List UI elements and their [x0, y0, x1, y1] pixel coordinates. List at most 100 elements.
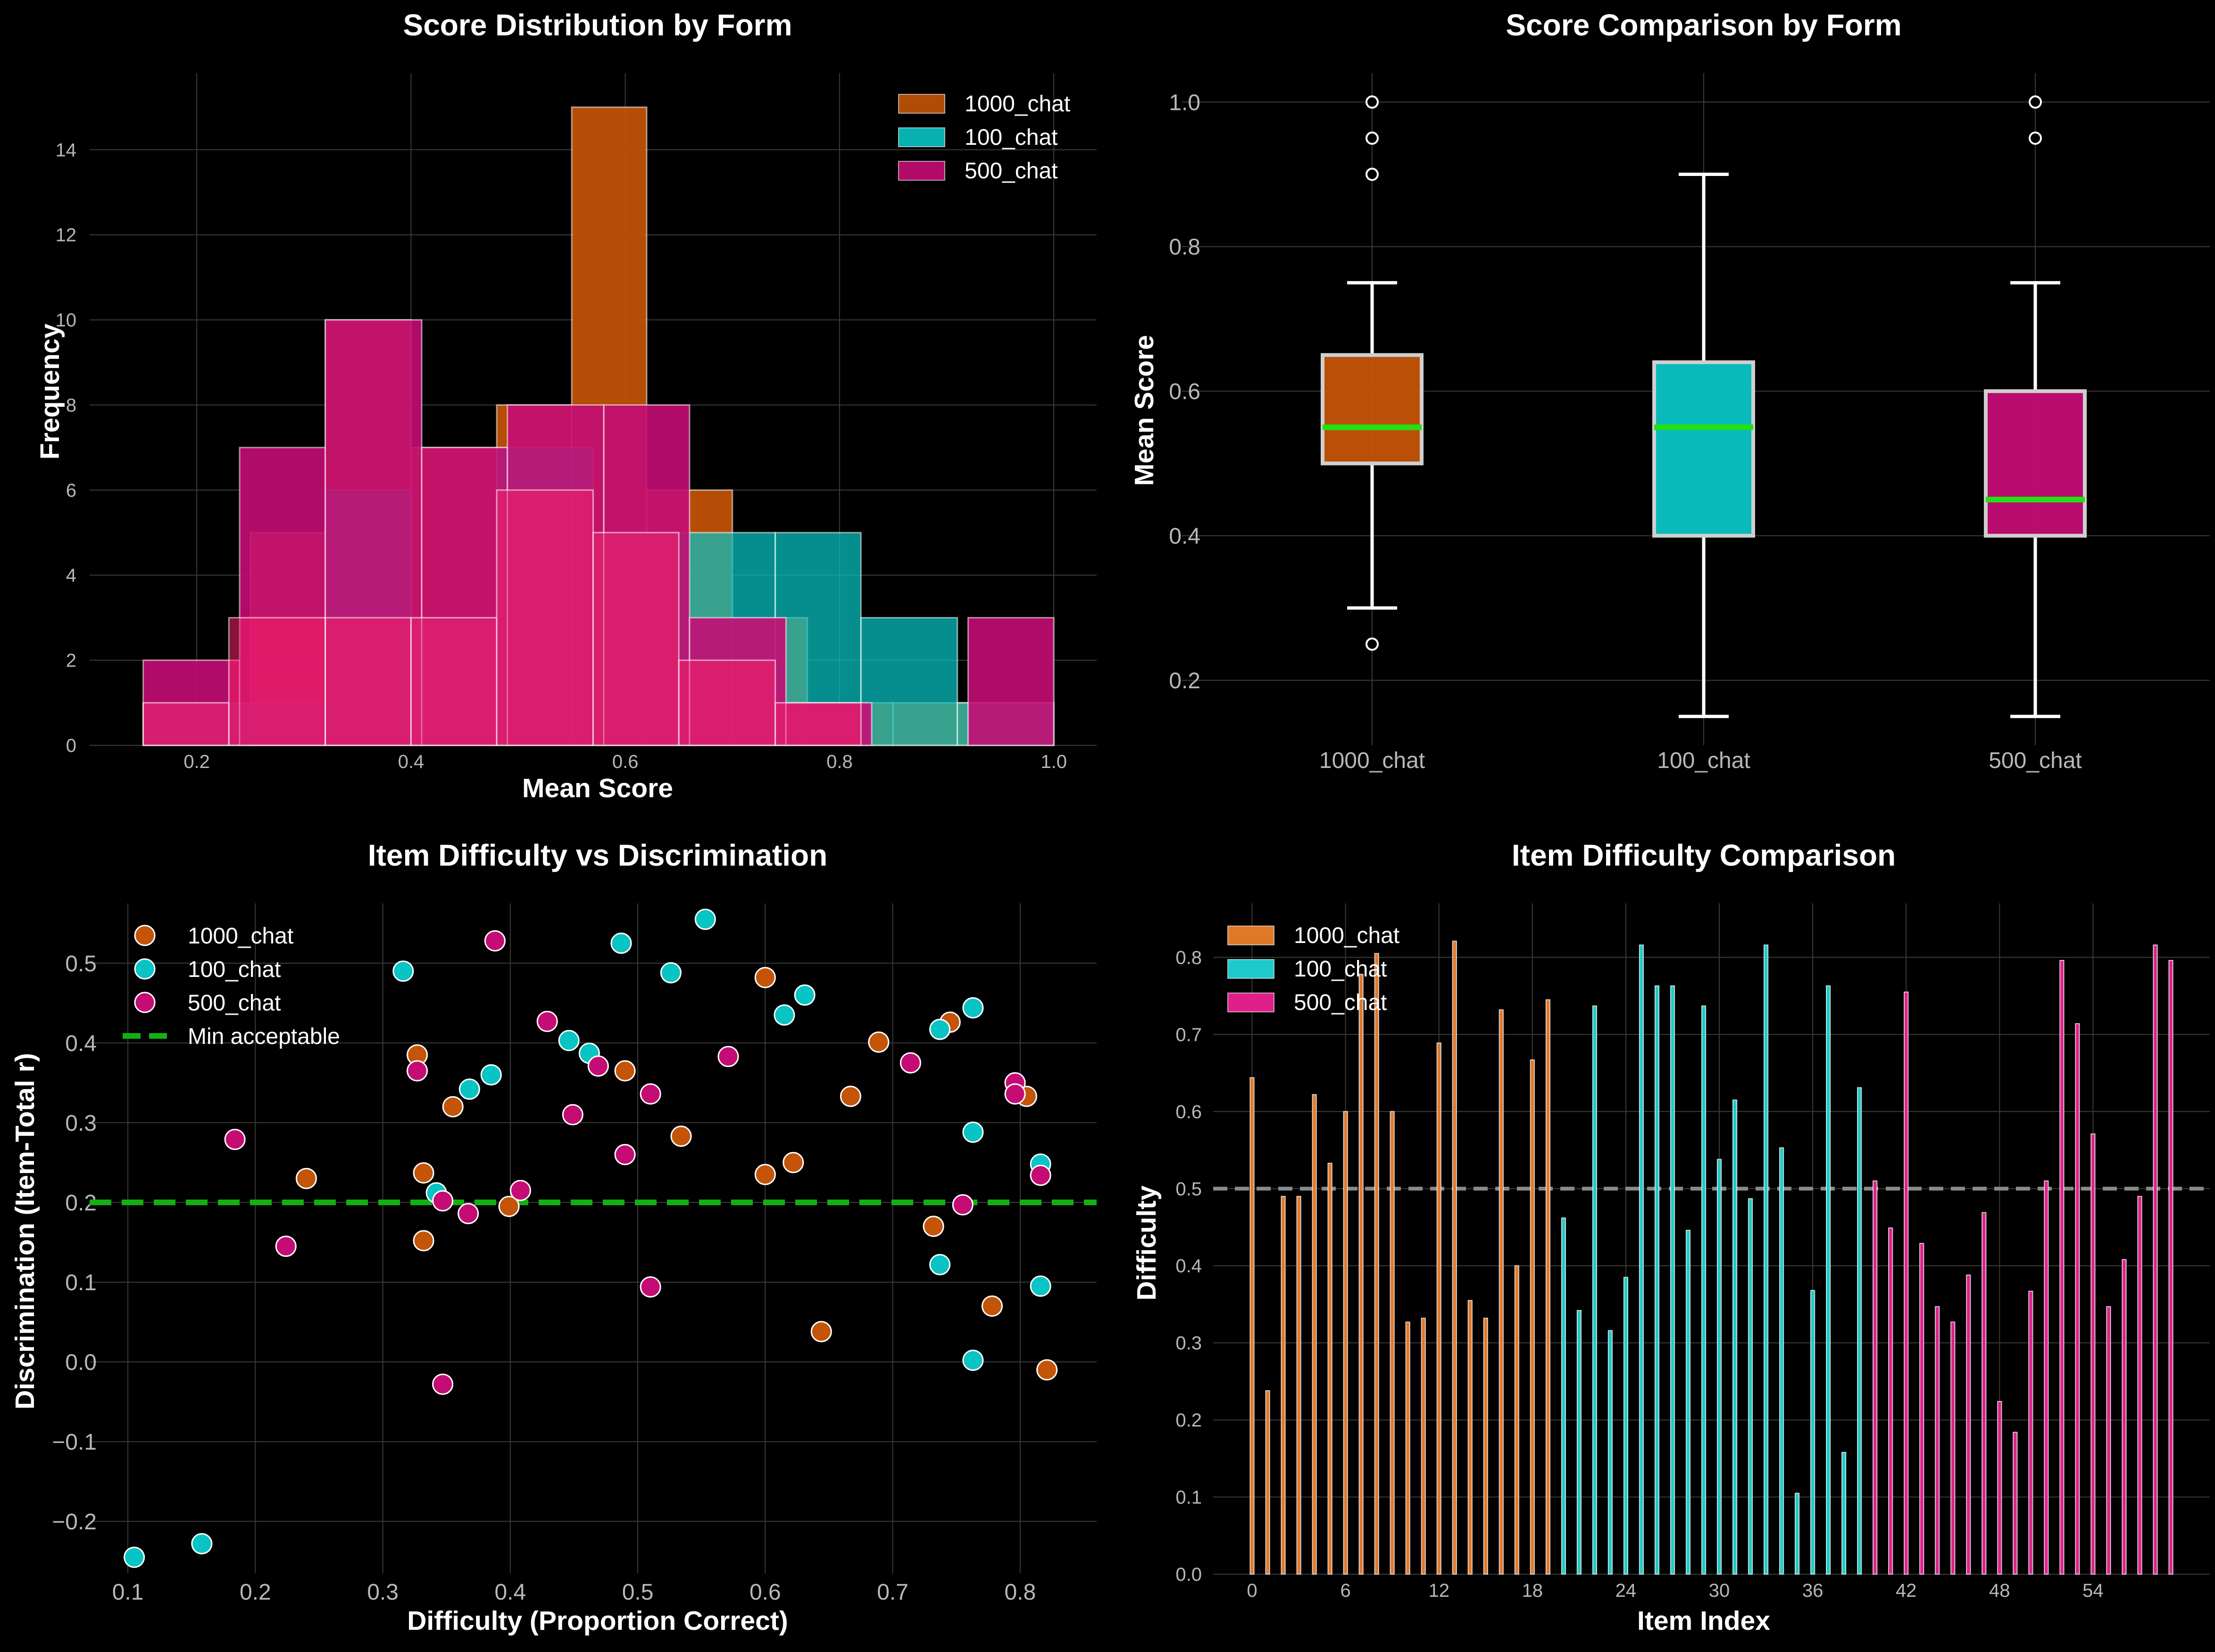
legend-label: 100_chat: [1294, 957, 1387, 982]
scatter-point: [929, 1018, 951, 1040]
scatter-point: [794, 984, 816, 1006]
y-tick-label: 0.1: [65, 1270, 97, 1295]
panel3-xlabel: Difficulty (Proportion Correct): [407, 1606, 788, 1636]
y-tick-label: 4: [66, 565, 76, 586]
legend-marker: [134, 958, 156, 980]
panel1-xlabel: Mean Score: [522, 773, 673, 803]
difficulty-bar: [1670, 985, 1675, 1575]
panel3-title: Item Difficulty vs Discrimination: [368, 838, 827, 872]
y-tick-label: 0.5: [1175, 1179, 1202, 1200]
legend-swatch: [898, 161, 945, 181]
panel3-ylabel: Discrimination (Item-Total r): [10, 1053, 40, 1410]
y-tick-label: −0.1: [52, 1430, 97, 1455]
scatter-point: [432, 1190, 454, 1212]
x-tick-label: 36: [1802, 1580, 1824, 1601]
x-tick-label: 0.4: [494, 1580, 526, 1605]
legend-label: Min acceptable: [188, 1024, 340, 1049]
legend-marker: [134, 992, 156, 1013]
difficulty-bar: [1421, 1318, 1426, 1575]
difficulty-bar: [2137, 1196, 2142, 1575]
difficulty-bar: [1794, 1493, 1800, 1575]
difficulty-bar: [1732, 1099, 1738, 1575]
difficulty-bar: [1358, 974, 1364, 1575]
difficulty-bar: [1374, 953, 1379, 1575]
y-tick-label: 10: [56, 310, 77, 331]
scatter-point: [640, 1276, 661, 1298]
difficulty-bar: [2090, 1133, 2096, 1575]
legend-label: 500_chat: [965, 159, 1058, 184]
difficulty-bar: [1436, 1042, 1441, 1575]
legend-swatch: [898, 127, 945, 147]
box: [1321, 353, 1424, 466]
outlier-point: [1366, 637, 1379, 651]
x-tick-label: 1.0: [1041, 751, 1067, 772]
scatter-point: [1004, 1083, 1026, 1105]
difficulty-bar: [2059, 959, 2065, 1575]
difficulty-bar: [1701, 1005, 1707, 1575]
histogram-bar: [496, 489, 594, 746]
difficulty-bar: [1390, 1111, 1395, 1575]
legend-label: 1000_chat: [188, 924, 293, 949]
scatter-point: [899, 1052, 921, 1074]
scatter-point: [558, 1030, 580, 1051]
legend-label: 1000_chat: [1294, 923, 1399, 948]
scatter-point: [562, 1104, 583, 1126]
histogram-bar: [592, 532, 680, 746]
y-tick-label: 0.4: [65, 1031, 97, 1056]
y-tick-label: 0.6: [1169, 379, 1200, 404]
x-tick-label: 0.1: [112, 1580, 144, 1605]
scatter-point: [458, 1203, 479, 1225]
legend-swatch: [898, 94, 945, 114]
histogram-bar: [967, 617, 1055, 746]
x-tick-label: 0.7: [877, 1580, 908, 1605]
difficulty-bar: [1763, 944, 1769, 1575]
outlier-point: [1366, 95, 1379, 109]
scatter-point: [774, 1004, 795, 1026]
legend-swatch: [1227, 959, 1274, 979]
difficulty-bar: [1623, 1277, 1629, 1575]
difficulty-bar: [1576, 1310, 1582, 1575]
difficulty-bar: [1607, 1330, 1613, 1575]
x-tick-label: 500_chat: [1989, 748, 2082, 773]
outlier-point: [1366, 167, 1379, 181]
outlier-point: [1366, 131, 1379, 145]
panel2-title: Score Comparison by Form: [1506, 8, 1901, 42]
x-tick-label: 0.6: [612, 751, 639, 772]
y-tick-label: 6: [66, 480, 76, 501]
scatter-point: [694, 909, 716, 930]
scatter-point: [840, 1085, 861, 1107]
y-tick-label: 1.0: [1169, 90, 1200, 115]
difficulty-bar: [1281, 1196, 1286, 1575]
x-tick-label: 0.2: [240, 1580, 271, 1605]
x-tick-label: 54: [2082, 1580, 2104, 1601]
scatter-point: [536, 1010, 558, 1032]
histogram-bar: [142, 702, 230, 746]
y-tick-label: 0.1: [1175, 1487, 1202, 1508]
y-tick-label: 0.5: [65, 951, 97, 976]
difficulty-bar: [1467, 1300, 1473, 1575]
boxplot-panel: 0.2 0.4 0.6 0.8 1.0 1000_chat 100_chat 500_chat: [1169, 73, 2210, 773]
difficulty-bar-panel: 0 6 12 18 24 30 36 42 48 54 0.0 0.1 0.2 0.3 0.4 0.5 0.6 0…: [1175, 903, 2210, 1601]
y-tick-label: 0.6: [1175, 1101, 1202, 1122]
difficulty-bar: [1483, 1318, 1488, 1575]
x-tick-label: 1000_chat: [1319, 748, 1425, 773]
scatter-panel: 0.1 0.2 0.3 0.4 0.5 0.6 0.7 0.8 −0.2 −0.1 0.0 0.1 0.…: [52, 903, 1097, 1605]
y-tick-label: 8: [66, 395, 76, 416]
scatter-point: [962, 997, 984, 1018]
scatter-point: [929, 1254, 951, 1276]
scatter-point: [783, 1151, 804, 1173]
difficulty-bar: [2168, 959, 2173, 1575]
y-tick-label: 0.3: [1175, 1333, 1202, 1354]
difficulty-bar: [1857, 1087, 1862, 1575]
difficulty-bar: [1685, 1230, 1691, 1575]
histogram-bar: [410, 617, 498, 746]
difficulty-bar: [1748, 1198, 1753, 1575]
difficulty-bar: [1997, 1401, 2002, 1575]
difficulty-bar: [1966, 1274, 1971, 1575]
histogram-bar: [774, 702, 862, 746]
histogram-bar: [678, 659, 776, 746]
box: [1984, 389, 2087, 538]
legend-label: 500_chat: [1294, 990, 1387, 1015]
difficulty-bar: [2122, 1259, 2127, 1575]
